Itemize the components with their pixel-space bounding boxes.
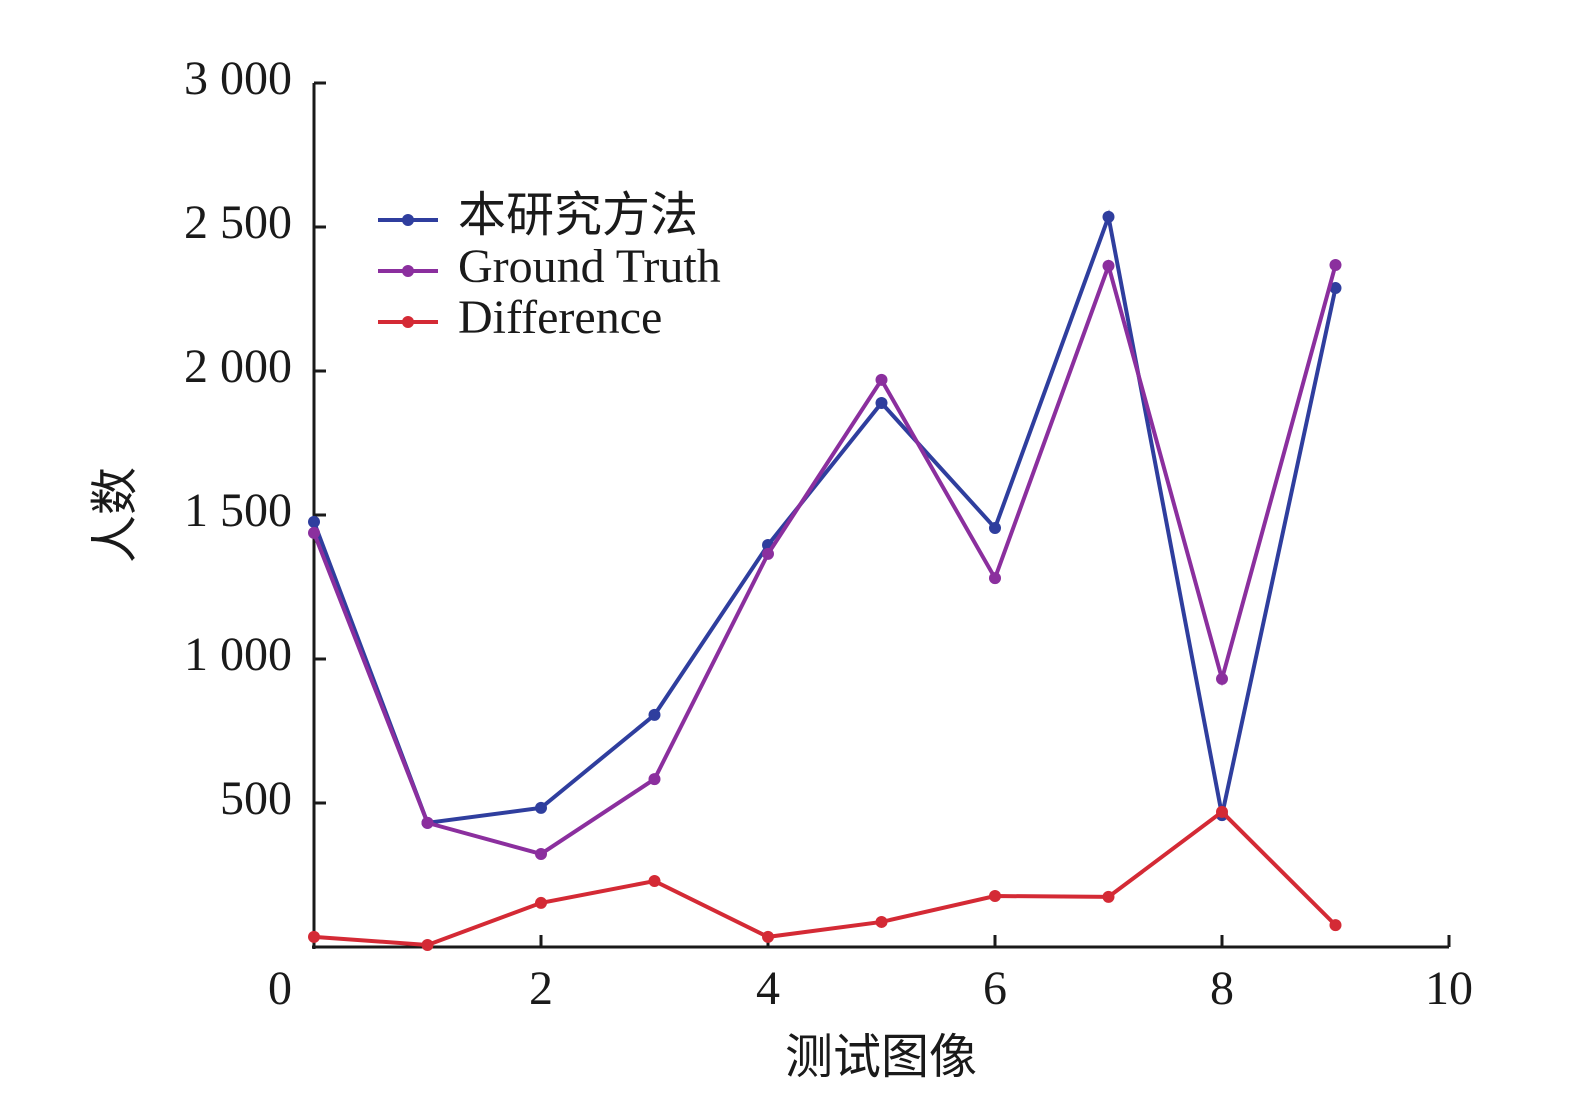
legend-marker xyxy=(402,214,414,226)
data-point xyxy=(648,773,661,786)
y-tick-label: 2 000 xyxy=(184,340,292,393)
data-point xyxy=(535,801,547,814)
data-point xyxy=(875,915,888,928)
data-point xyxy=(1329,919,1342,932)
y-tick-label: 1 500 xyxy=(184,484,292,537)
x-tick-label: 2 xyxy=(529,962,553,1015)
data-point xyxy=(421,816,434,829)
y-axis-label: 人数 xyxy=(89,467,142,563)
data-point xyxy=(989,521,1001,534)
data-point xyxy=(308,930,320,943)
x-tick-label: 6 xyxy=(983,962,1007,1015)
y-tick-label: 1 000 xyxy=(184,628,292,681)
series-line xyxy=(312,259,1338,857)
data-point xyxy=(989,890,1001,903)
data-point xyxy=(1329,282,1342,295)
data-point xyxy=(648,708,661,721)
data-point xyxy=(989,572,1001,585)
series-line xyxy=(313,809,1337,948)
legend-label: Ground Truth xyxy=(458,240,721,293)
data-point xyxy=(535,896,547,909)
data-point xyxy=(535,847,547,860)
data-point xyxy=(1102,259,1115,272)
legend-marker xyxy=(402,316,414,328)
x-tick-label: 8 xyxy=(1210,962,1234,1015)
y-tick-label: 2 500 xyxy=(184,196,292,249)
data-point xyxy=(875,396,888,409)
data-point xyxy=(1102,890,1115,903)
data-point xyxy=(875,373,888,386)
series-line xyxy=(312,209,1338,826)
data-point xyxy=(1102,210,1115,223)
legend-marker xyxy=(402,265,414,277)
x-tick-label: 0 xyxy=(268,962,292,1015)
x-tick-label: 4 xyxy=(756,962,780,1015)
y-tick-label: 3 000 xyxy=(184,52,292,105)
legend-label: Difference xyxy=(458,291,662,344)
data-point xyxy=(1329,259,1342,272)
x-axis-label: 测试图像 xyxy=(785,1031,977,1084)
x-tick-label: 10 xyxy=(1425,962,1473,1015)
data-point xyxy=(308,515,320,528)
data-point xyxy=(762,930,774,943)
data-point xyxy=(1216,805,1228,818)
data-point xyxy=(421,938,434,951)
legend-label: 本研究方法 xyxy=(458,189,698,242)
data-point xyxy=(1216,672,1228,685)
data-point xyxy=(762,547,774,560)
y-tick-label: 500 xyxy=(220,772,292,825)
data-point xyxy=(308,526,320,539)
data-point xyxy=(648,875,661,888)
